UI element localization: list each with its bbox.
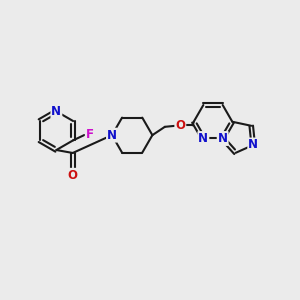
Text: N: N <box>248 139 258 152</box>
Text: O: O <box>175 119 185 132</box>
Text: N: N <box>107 129 117 142</box>
Text: N: N <box>198 132 208 145</box>
Text: F: F <box>86 128 94 141</box>
Text: O: O <box>68 169 78 182</box>
Text: N: N <box>218 132 228 145</box>
Text: N: N <box>51 105 62 118</box>
